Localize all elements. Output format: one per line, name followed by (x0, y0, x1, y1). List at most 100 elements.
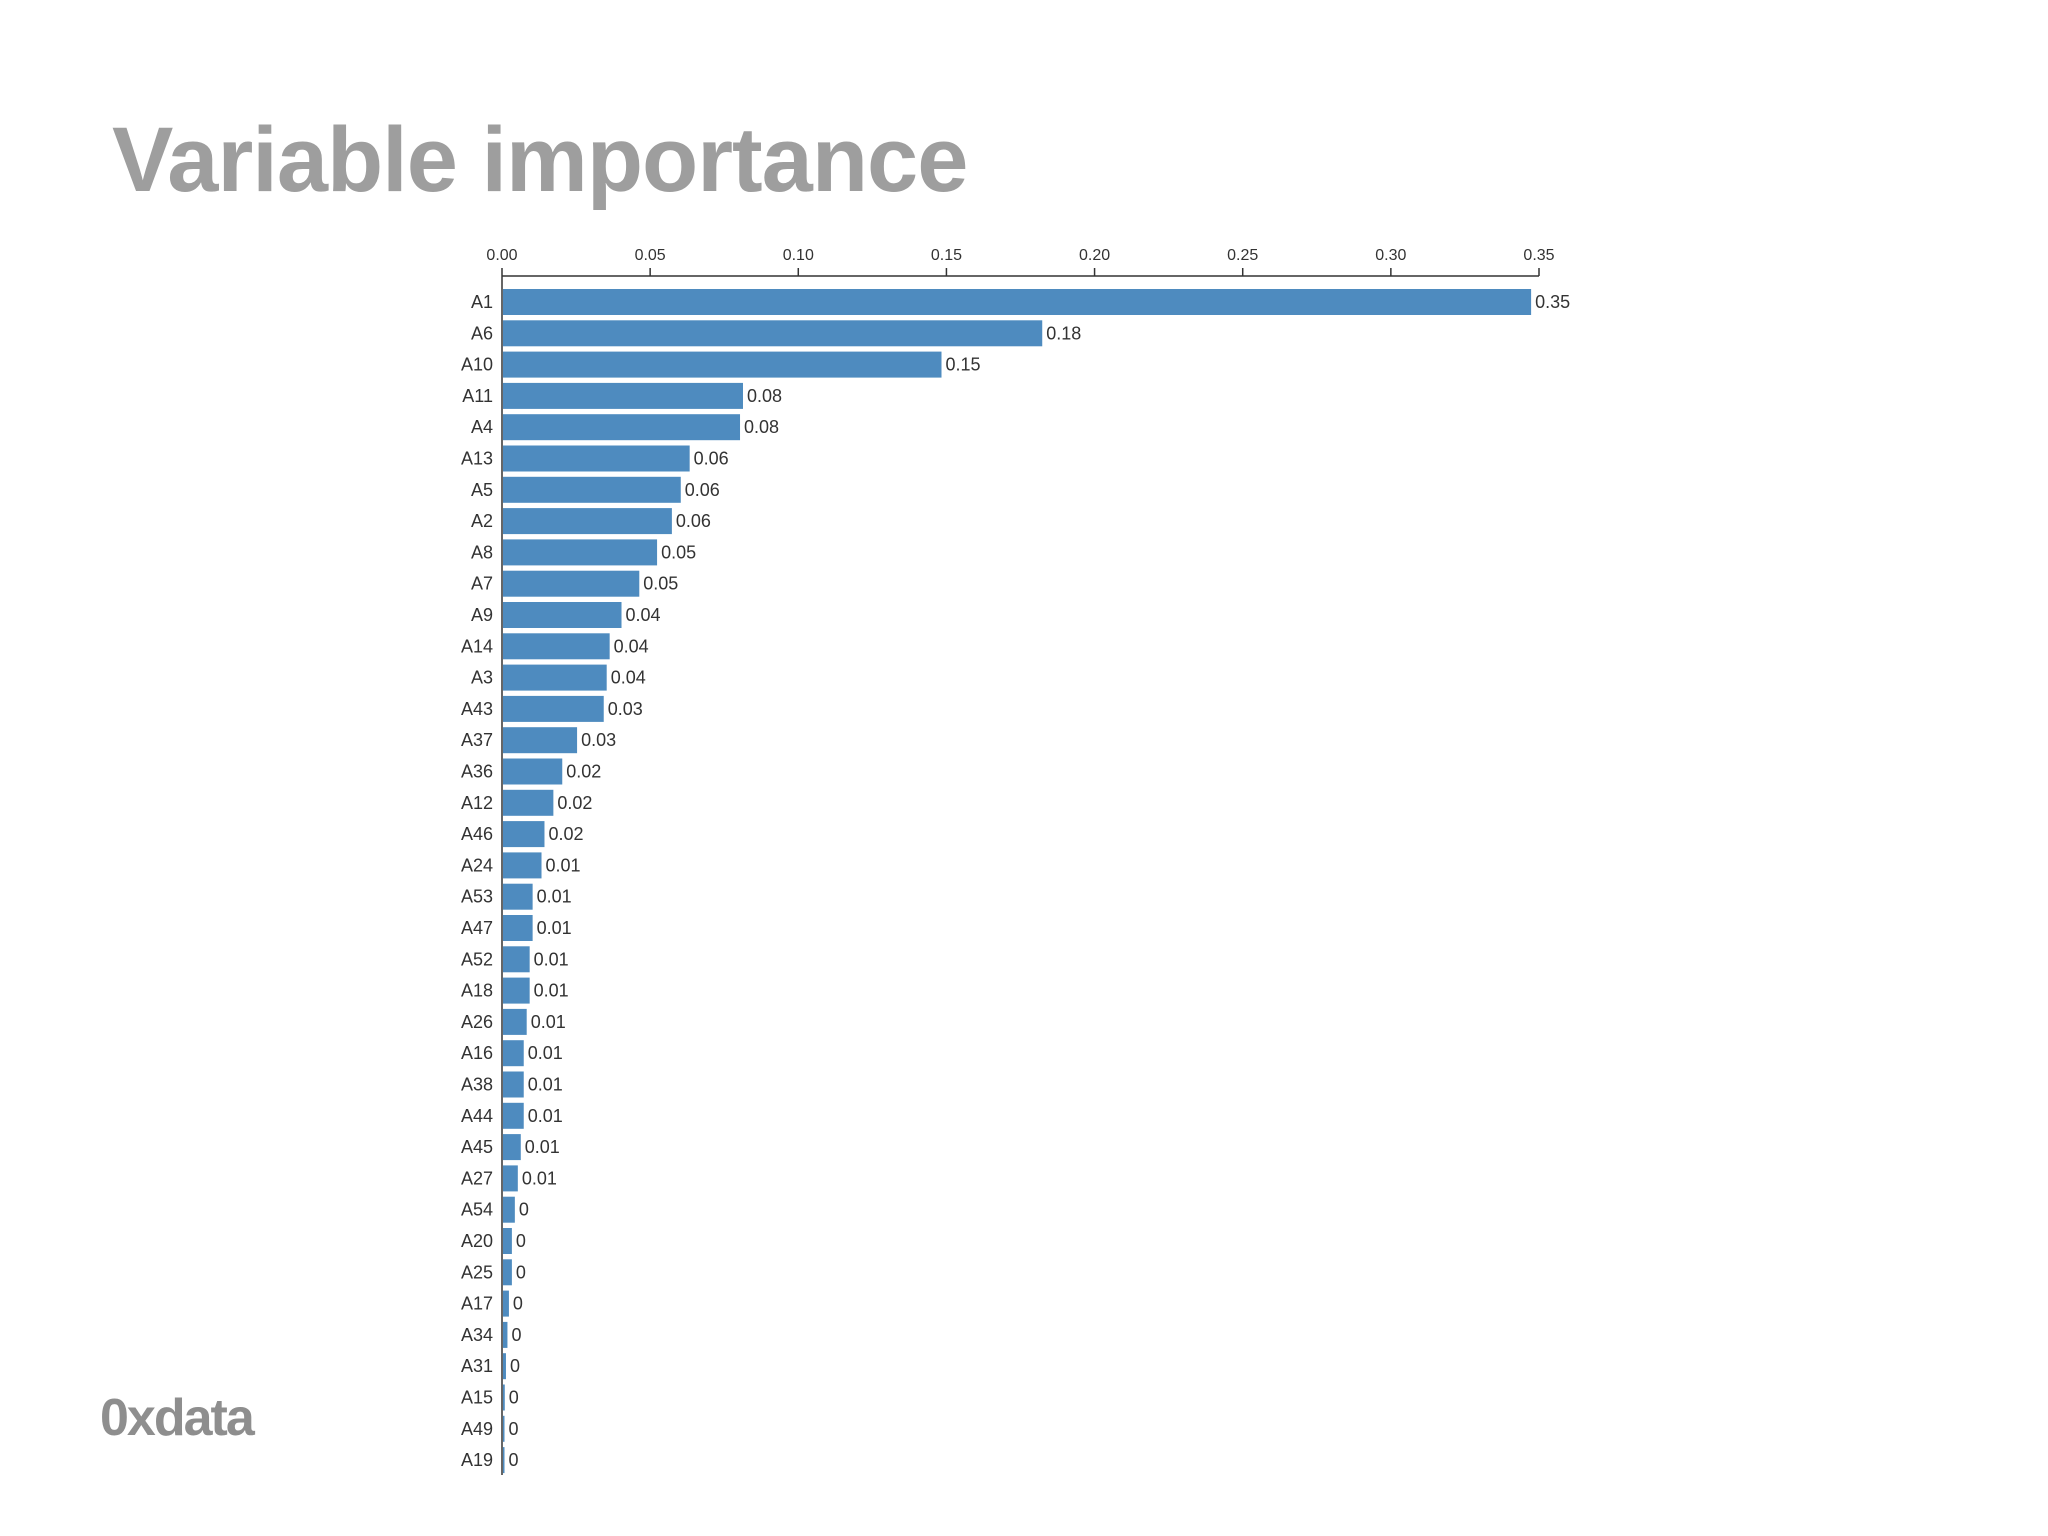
bar-a3 (503, 664, 607, 691)
bar-a25 (503, 1259, 512, 1286)
bar-a16 (503, 1040, 524, 1067)
bar-a4 (503, 414, 741, 441)
category-label: A20 (461, 1231, 493, 1251)
x-axis: 0.00 0.05 0.10 0.15 0.20 0.25 0.30 0.35 (486, 247, 1555, 277)
bar-a34 (503, 1321, 508, 1348)
category-label: A24 (461, 855, 493, 875)
value-label: 0.02 (548, 824, 583, 844)
value-label: 0 (511, 1325, 521, 1345)
x-tick-label: 0.25 (1227, 247, 1258, 264)
bar-a37 (503, 727, 578, 754)
category-label: A7 (471, 574, 493, 594)
bar-a38 (503, 1071, 524, 1098)
bar-a20 (503, 1228, 512, 1254)
category-label: A3 (471, 668, 493, 688)
value-label: 0.35 (1535, 292, 1570, 312)
value-label: 0.03 (608, 699, 643, 719)
value-label: 0.01 (546, 855, 581, 875)
x-tick-label: 0.05 (635, 247, 666, 264)
value-label: 0.01 (528, 1043, 563, 1063)
bar-a6 (503, 320, 1043, 347)
category-label: A47 (461, 918, 493, 938)
value-label: 0.05 (661, 542, 696, 562)
category-label: A34 (461, 1325, 493, 1345)
bar-a49 (503, 1415, 505, 1442)
category-label: A1 (471, 292, 493, 312)
value-label: 0.01 (528, 1075, 563, 1095)
value-label: 0.04 (626, 605, 661, 625)
value-label: 0 (513, 1294, 523, 1314)
bar-a15 (503, 1384, 505, 1411)
category-label: A19 (461, 1450, 493, 1470)
value-label: 0.01 (537, 887, 572, 907)
value-label: 0.04 (611, 668, 646, 688)
category-label: A6 (471, 323, 493, 343)
value-label: 0.06 (685, 480, 720, 500)
value-label: 0.01 (534, 949, 569, 969)
value-label: 0.06 (676, 511, 711, 531)
value-label: 0.05 (643, 574, 678, 594)
bar-a12 (503, 789, 554, 816)
bar-a36 (503, 758, 563, 785)
category-label: A37 (461, 730, 493, 750)
category-label: A18 (461, 981, 493, 1001)
brand-logo: 0xdata (100, 1389, 255, 1447)
bar-a14 (503, 633, 610, 660)
category-label: A17 (461, 1294, 493, 1314)
slide-title: Variable importance (112, 109, 968, 211)
bar-a11 (503, 382, 743, 409)
category-label: A45 (461, 1137, 493, 1157)
category-label: A54 (461, 1200, 493, 1220)
value-label: 0.08 (747, 386, 782, 406)
category-label: A13 (461, 449, 493, 469)
value-label: 0.04 (614, 636, 649, 656)
value-label: 0 (519, 1200, 529, 1220)
value-label: 0.01 (534, 981, 569, 1001)
category-label: A27 (461, 1168, 493, 1188)
category-label: A49 (461, 1419, 493, 1439)
category-label: A44 (461, 1106, 493, 1126)
bar-a46 (503, 821, 545, 848)
value-label: 0 (509, 1388, 519, 1408)
category-label: A16 (461, 1043, 493, 1063)
x-tick-label: 0.35 (1523, 247, 1554, 264)
bar-a10 (503, 351, 942, 378)
category-label: A52 (461, 949, 493, 969)
value-label: 0.01 (522, 1168, 557, 1188)
value-label: 0 (509, 1419, 519, 1439)
y-axis: A1 A6 A10 A11 A4 A13 A5 A2 A8 A7 A9 A14 A3 A43 A37 A36 A… (461, 276, 503, 1475)
category-label: A26 (461, 1012, 493, 1032)
value-label: 0.02 (566, 762, 601, 782)
category-label: A36 (461, 762, 493, 782)
bar-a27 (503, 1165, 518, 1192)
bar-a53 (503, 883, 533, 910)
value-label: 0.08 (744, 417, 779, 437)
category-label: A38 (461, 1075, 493, 1095)
category-label: A15 (461, 1388, 493, 1408)
bar-a1 (503, 289, 1532, 315)
bar-a17 (503, 1290, 509, 1317)
bar-a7 (503, 570, 640, 597)
value-label: 0.02 (557, 793, 592, 813)
bar-a47 (503, 915, 533, 941)
value-label: 0.01 (525, 1137, 560, 1157)
category-label: A8 (471, 542, 493, 562)
bar-a31 (503, 1353, 506, 1380)
value-label: 0.18 (1046, 323, 1081, 343)
x-tick-label: 0.10 (783, 247, 814, 264)
category-label: A31 (461, 1356, 493, 1376)
bar-a19 (503, 1447, 505, 1474)
value-label: 0 (516, 1262, 526, 1282)
x-tick-label: 0.20 (1079, 247, 1110, 264)
value-label: 0.15 (946, 355, 981, 375)
x-tick-label: 0.15 (931, 247, 962, 264)
category-label: A10 (461, 355, 493, 375)
category-label: A2 (471, 511, 493, 531)
category-label: A46 (461, 824, 493, 844)
category-label: A9 (471, 605, 493, 625)
value-label: 0 (510, 1356, 520, 1376)
value-label: 0.01 (537, 918, 572, 938)
category-label: A12 (461, 793, 493, 813)
bars: 0.35 0.18 0.15 0.08 0.08 0.06 0.06 0.06 0.05 0.05… (503, 289, 1570, 1474)
